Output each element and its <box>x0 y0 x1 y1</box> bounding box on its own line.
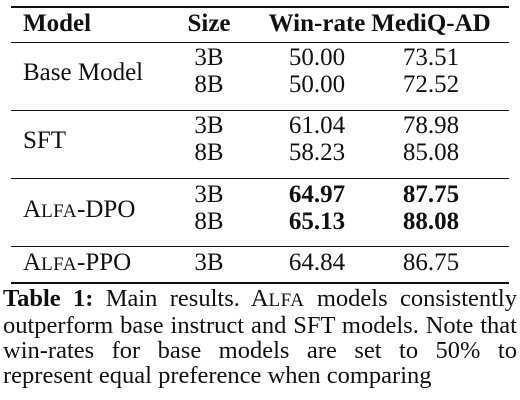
mediq-ad-cell: 73.51 <box>402 44 460 71</box>
win-rate-cell: 50.00 <box>288 44 346 71</box>
model-alfa-dpo: ALFA-DPO <box>23 196 136 223</box>
win-rate-cell: 58.23 <box>288 139 346 166</box>
win-rate-cell: 64.97 <box>288 181 346 208</box>
header-rule <box>11 42 509 43</box>
group-rule <box>11 110 509 111</box>
group-rule <box>11 178 509 179</box>
group-rule <box>11 246 509 247</box>
win-rate-cell: 65.13 <box>288 208 346 235</box>
header-size: Size <box>187 10 231 37</box>
caption-text-sc: LFA <box>268 290 305 311</box>
top-rule <box>11 6 509 8</box>
mediq-ad-cell: 86.75 <box>402 249 460 276</box>
mediq-ad-cell: 88.08 <box>402 208 460 235</box>
header-mediq-ad: MediQ-AD <box>371 10 491 37</box>
size-cell: 3B <box>194 249 224 276</box>
caption-label: Table 1: <box>3 285 94 312</box>
size-cell: 3B <box>194 44 224 71</box>
bottom-rule <box>11 282 509 284</box>
mediq-ad-cell: 85.08 <box>402 139 460 166</box>
size-cell: 8B <box>194 208 224 235</box>
mediq-ad-cell: 87.75 <box>402 181 460 208</box>
caption-text-1: Main results. A <box>93 285 269 312</box>
model-sft: SFT <box>23 127 67 154</box>
mediq-ad-cell: 78.98 <box>402 112 460 139</box>
win-rate-cell: 64.84 <box>288 249 346 276</box>
caption-text-2: models consistently outperform base inst… <box>3 285 517 389</box>
header-win-rate: Win-rate <box>268 10 366 37</box>
size-cell: 3B <box>194 112 224 139</box>
mediq-ad-cell: 72.52 <box>402 71 460 98</box>
model-alfa-ppo: ALFA-PPO <box>23 249 132 276</box>
header-model: Model <box>23 10 92 37</box>
size-cell: 3B <box>194 181 224 208</box>
model-base: Base Model <box>23 59 144 86</box>
win-rate-cell: 50.00 <box>288 71 346 98</box>
size-cell: 8B <box>194 139 224 166</box>
size-cell: 8B <box>194 71 224 98</box>
win-rate-cell: 61.04 <box>288 112 346 139</box>
table-caption: Table 1: Main results. ALFA models consi… <box>3 286 517 388</box>
